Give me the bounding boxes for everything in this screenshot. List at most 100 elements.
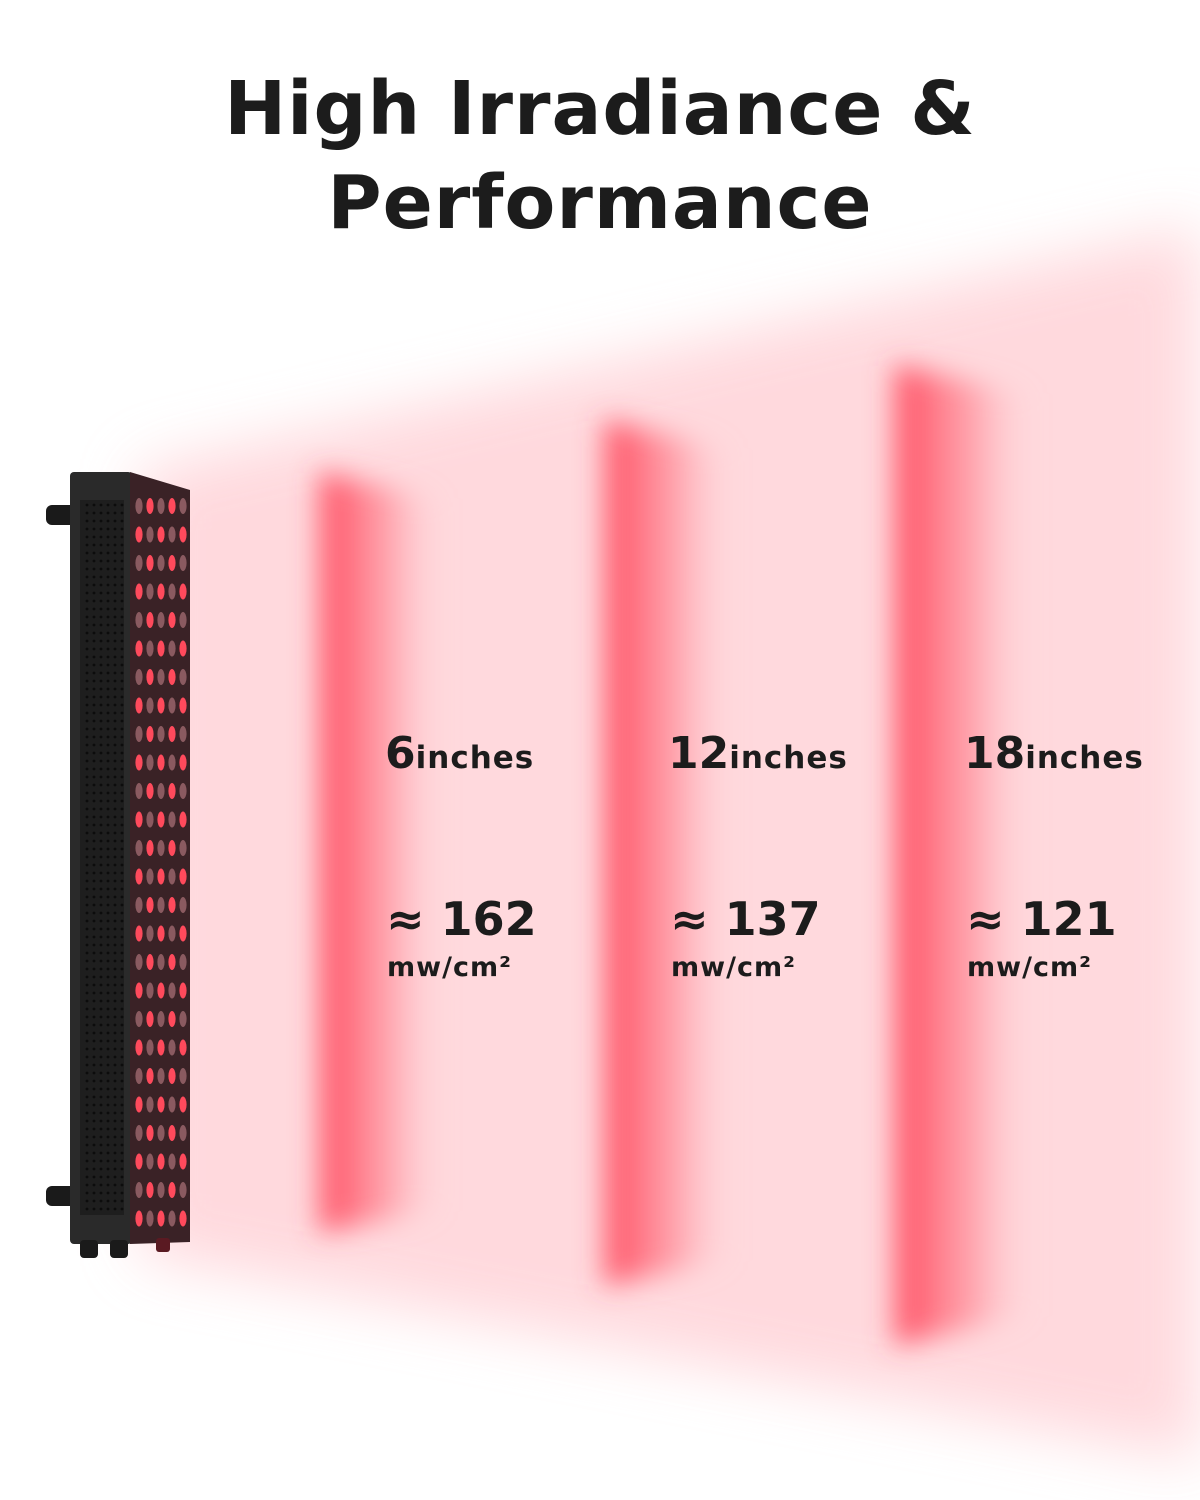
vent-hole	[113, 1199, 117, 1203]
vent-hole	[120, 847, 124, 851]
vent-hole	[85, 519, 89, 523]
led	[179, 555, 187, 571]
vent-hole	[106, 551, 110, 555]
vent-hole	[85, 1063, 89, 1067]
vent-hole	[85, 1119, 89, 1123]
vent-hole	[113, 815, 117, 819]
irradiance-unit-12in: mw/cm²	[671, 952, 796, 983]
vent-hole	[99, 1159, 103, 1163]
vent-hole	[120, 1143, 124, 1147]
vent-hole	[120, 1087, 124, 1091]
vent-hole	[113, 631, 117, 635]
vent-hole	[120, 583, 124, 587]
vent-hole	[85, 775, 89, 779]
led	[135, 925, 143, 942]
vent-hole	[106, 887, 110, 891]
led	[168, 925, 176, 942]
vent-hole	[106, 671, 110, 675]
vent-hole	[99, 663, 103, 667]
vent-hole	[92, 1167, 96, 1171]
led	[146, 526, 154, 543]
vent-hole	[85, 887, 89, 891]
title-line-2: Performance	[327, 160, 873, 246]
vent-hole	[106, 1023, 110, 1027]
vent-hole	[106, 935, 110, 939]
vent-hole	[113, 559, 117, 563]
distance-label-18in: 18inches	[964, 728, 1144, 779]
vent-hole	[120, 551, 124, 555]
vent-hole	[106, 783, 110, 787]
led	[157, 583, 165, 600]
vent-hole	[113, 943, 117, 947]
vent-hole	[120, 631, 124, 635]
led	[135, 1125, 143, 1141]
vent-hole	[99, 1063, 103, 1067]
vent-hole	[92, 711, 96, 715]
led	[135, 1096, 143, 1113]
vent-hole	[106, 1079, 110, 1083]
vent-hole	[99, 695, 103, 699]
vent-hole	[99, 863, 103, 867]
vent-hole	[85, 1175, 89, 1179]
vent-hole	[85, 975, 89, 979]
led	[157, 1153, 165, 1170]
vent-hole	[99, 1207, 103, 1211]
vent-hole	[92, 943, 96, 947]
vent-hole	[120, 1031, 124, 1035]
led	[146, 1039, 154, 1056]
vent-hole	[99, 983, 103, 987]
irradiance-value-18in: ≈ 121	[966, 892, 1117, 946]
led	[179, 1096, 187, 1113]
vent-hole	[85, 783, 89, 787]
vent-hole	[85, 999, 89, 1003]
vent-hole	[92, 911, 96, 915]
vent-hole	[92, 991, 96, 995]
vent-hole	[106, 679, 110, 683]
vent-hole	[99, 559, 103, 563]
vent-hole	[99, 535, 103, 539]
vent-hole	[85, 711, 89, 715]
vent-hole	[113, 1087, 117, 1091]
led	[179, 726, 187, 742]
vent-hole	[106, 623, 110, 627]
vent-hole	[92, 1199, 96, 1203]
vent-hole	[106, 1151, 110, 1155]
led	[179, 925, 187, 942]
light-plane-12in	[605, 420, 730, 1285]
vent-hole	[92, 535, 96, 539]
vent-hole	[120, 863, 124, 867]
led	[179, 868, 187, 885]
vent-hole	[113, 1055, 117, 1059]
vent-hole	[120, 503, 124, 507]
vent-hole	[113, 775, 117, 779]
vent-hole	[113, 687, 117, 691]
vent-hole	[92, 503, 96, 507]
vent-hole	[85, 919, 89, 923]
vent-hole	[120, 983, 124, 987]
led	[157, 982, 165, 999]
vent-hole	[106, 831, 110, 835]
vent-hole	[92, 815, 96, 819]
led	[157, 726, 165, 742]
led	[168, 726, 176, 742]
vent-hole	[120, 919, 124, 923]
vent-hole	[113, 1111, 117, 1115]
led	[168, 555, 176, 571]
vent-hole	[99, 807, 103, 811]
led	[179, 840, 187, 856]
led	[157, 640, 165, 657]
led	[168, 811, 176, 828]
vent-hole	[120, 855, 124, 859]
vent-hole	[113, 855, 117, 859]
vent-hole	[120, 823, 124, 827]
vent-hole	[113, 1151, 117, 1155]
irradiance-unit-18in: mw/cm²	[967, 952, 1092, 983]
led	[146, 897, 154, 913]
vent-hole	[106, 583, 110, 587]
vent-hole	[92, 759, 96, 763]
led	[157, 1210, 165, 1227]
vent-hole	[113, 759, 117, 763]
vent-hole	[113, 983, 117, 987]
vent-hole	[106, 631, 110, 635]
vent-hole	[120, 759, 124, 763]
